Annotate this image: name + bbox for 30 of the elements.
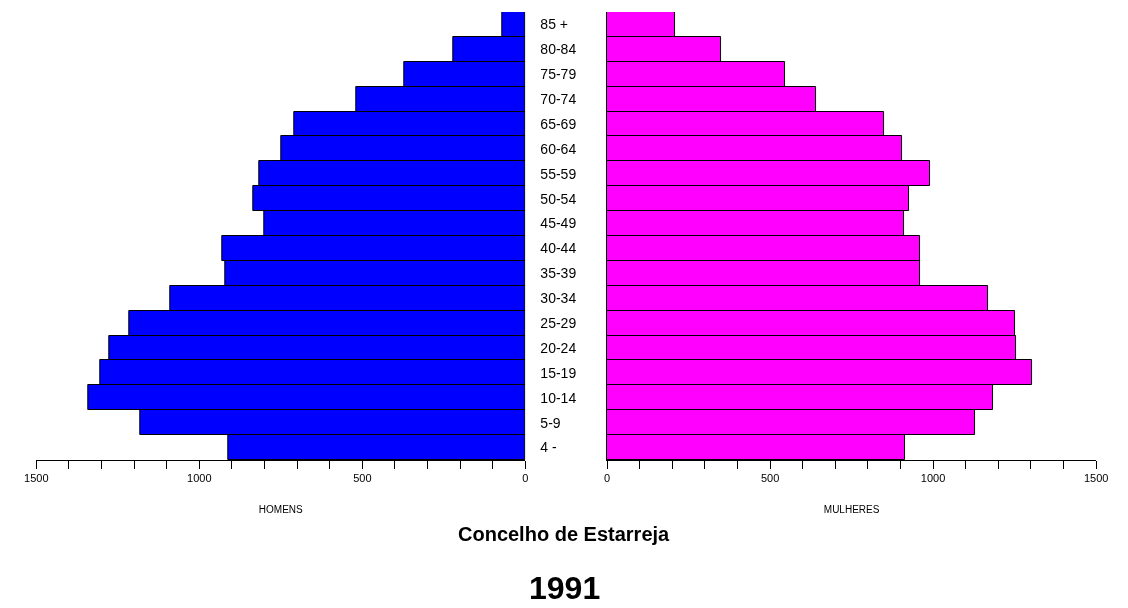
y-tick-label: 35-39 (540, 265, 577, 282)
x-tick-label: 1500 (1083, 472, 1109, 485)
x-tick-label: 0 (603, 472, 611, 485)
text: 1991 (529, 570, 601, 606)
x-tick-label: 500 (760, 472, 780, 485)
y-tick-label: 70-74 (540, 91, 577, 108)
y-tick-label: 4 - (540, 439, 558, 456)
x-axis-title: HOMENS (258, 503, 304, 515)
y-tick-label: 85 + (540, 16, 568, 33)
x-axis-title: MULHERES (823, 503, 880, 515)
y-tick-label: 50-54 (540, 190, 577, 207)
x-tick-label: 500 (353, 472, 372, 485)
x-tick-label: 1000 (187, 472, 212, 485)
y-tick-label: 55-59 (540, 165, 577, 182)
x-tick-label: 1000 (920, 472, 946, 485)
y-tick-label: 40-44 (540, 240, 577, 257)
y-tick-label: 20-24 (540, 339, 577, 356)
y-tick-label: 60-64 (540, 140, 577, 157)
x-tick-label: 1500 (24, 472, 49, 485)
y-tick-label: 80-84 (540, 41, 577, 58)
y-tick-label: 5-9 (540, 414, 561, 431)
text: Concelho de Estarreja (458, 523, 671, 545)
x-tick-label: 0 (522, 472, 529, 485)
y-tick-label: 25-29 (540, 315, 577, 332)
y-tick-label: 15-19 (540, 364, 577, 381)
y-tick-label: 75-79 (540, 66, 577, 83)
y-tick-label: 10-14 (540, 389, 577, 406)
y-tick-label: 65-69 (540, 115, 577, 132)
y-tick-label: 45-49 (540, 215, 577, 232)
y-tick-label: 30-34 (540, 290, 577, 307)
